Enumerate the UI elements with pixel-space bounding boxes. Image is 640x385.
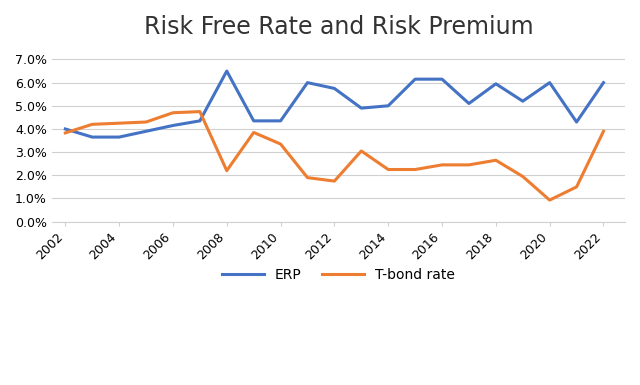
ERP xyxy=(330,86,338,91)
ERP xyxy=(465,101,473,106)
T-bond rate xyxy=(385,167,392,172)
ERP xyxy=(358,106,365,110)
T-bond rate xyxy=(492,158,500,162)
T-bond rate xyxy=(303,175,311,180)
T-bond rate xyxy=(330,179,338,183)
T-bond rate xyxy=(519,174,527,179)
T-bond rate xyxy=(600,129,607,134)
T-bond rate xyxy=(438,162,446,167)
T-bond rate xyxy=(223,168,230,173)
ERP xyxy=(600,80,607,85)
ERP xyxy=(250,119,257,123)
T-bond rate xyxy=(465,162,473,167)
T-bond rate xyxy=(142,120,150,124)
ERP xyxy=(519,99,527,104)
T-bond rate xyxy=(358,149,365,153)
ERP xyxy=(196,119,204,123)
T-bond rate xyxy=(115,121,123,126)
ERP xyxy=(492,82,500,86)
T-bond rate xyxy=(250,130,257,135)
ERP xyxy=(303,80,311,85)
ERP xyxy=(61,127,69,131)
ERP xyxy=(546,80,554,85)
ERP xyxy=(438,77,446,82)
Line: T-bond rate: T-bond rate xyxy=(65,112,604,200)
ERP xyxy=(88,135,96,139)
T-bond rate xyxy=(169,110,177,115)
ERP xyxy=(142,129,150,134)
Legend: ERP, T-bond rate: ERP, T-bond rate xyxy=(216,263,461,288)
T-bond rate xyxy=(61,131,69,135)
ERP xyxy=(169,123,177,128)
ERP xyxy=(223,69,230,74)
ERP xyxy=(573,120,580,124)
ERP xyxy=(412,77,419,82)
Line: ERP: ERP xyxy=(65,71,604,137)
ERP xyxy=(385,104,392,108)
ERP xyxy=(115,135,123,139)
T-bond rate xyxy=(412,167,419,172)
T-bond rate xyxy=(573,184,580,189)
T-bond rate xyxy=(196,109,204,114)
T-bond rate xyxy=(546,198,554,203)
T-bond rate xyxy=(88,122,96,127)
ERP xyxy=(276,119,284,123)
Title: Risk Free Rate and Risk Premium: Risk Free Rate and Risk Premium xyxy=(143,15,533,39)
T-bond rate xyxy=(276,142,284,146)
